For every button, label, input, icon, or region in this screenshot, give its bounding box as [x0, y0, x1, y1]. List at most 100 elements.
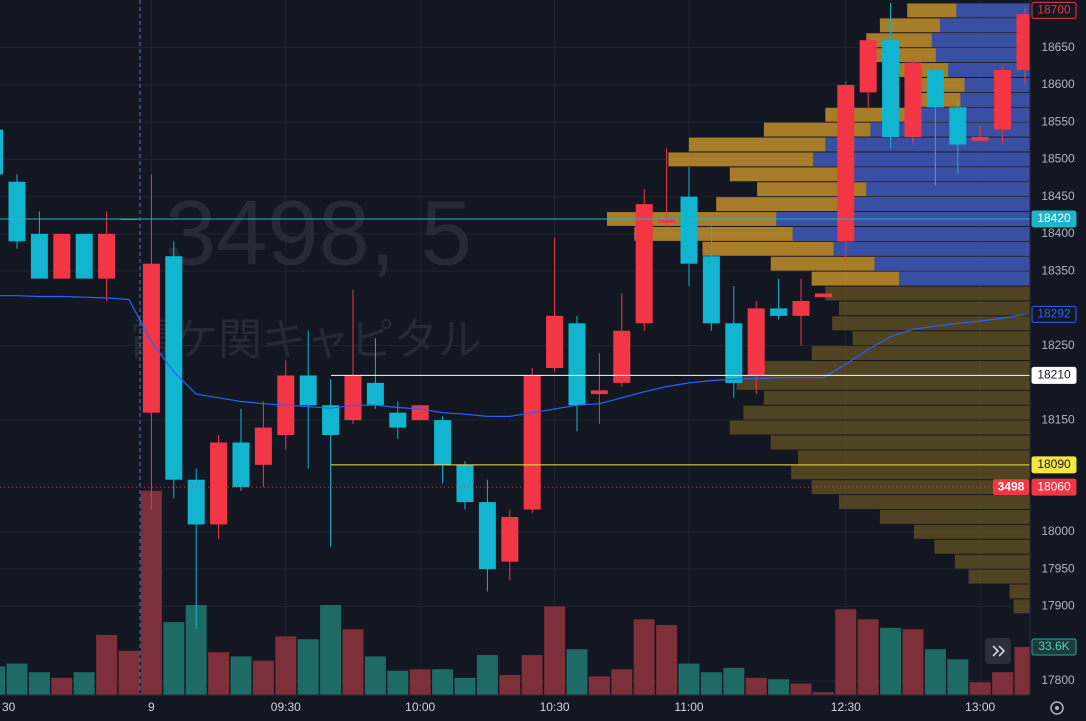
profile-bar [968, 569, 1030, 584]
candle-body [389, 412, 407, 428]
price-badge [1031, 305, 1077, 323]
candle-body [366, 382, 384, 406]
scroll-icon[interactable] [992, 645, 1006, 657]
settings-button[interactable] [1050, 701, 1064, 715]
volume-bar [611, 669, 633, 695]
volume-bar [409, 669, 431, 695]
volume-bar [992, 672, 1014, 695]
volume-bar [521, 655, 543, 695]
candle-body [523, 375, 541, 510]
candle-body [142, 263, 160, 413]
x-tick-label: 30 [2, 700, 16, 714]
price-badge [1031, 478, 1077, 496]
candle-body [546, 315, 564, 368]
volume-bar [835, 609, 857, 695]
profile-overlay [866, 182, 1030, 197]
candle-body [8, 181, 26, 242]
candle-body [702, 256, 720, 324]
settings-icon-dot[interactable] [1055, 706, 1059, 710]
profile-overlay [833, 241, 1030, 256]
volume-bar [656, 625, 678, 695]
candle-body [994, 70, 1012, 130]
price-badge-label: 18210 [1037, 368, 1071, 382]
volume-bar [499, 675, 521, 695]
profile-bar [770, 435, 1030, 450]
volume-bar [163, 622, 185, 695]
line-layer [0, 218, 1030, 488]
profile-overlay [813, 152, 1030, 167]
volume-bar [51, 677, 73, 695]
candle-body [187, 479, 205, 525]
volume-bar [387, 670, 409, 695]
profile-bar [791, 465, 1030, 480]
volume-bar [633, 619, 655, 695]
y-tick-label: 17900 [1041, 599, 1075, 613]
volume-bar [566, 649, 588, 695]
candle-body [904, 62, 922, 138]
candle-body [949, 107, 967, 145]
candle-body [568, 323, 586, 406]
time-axis [0, 695, 1086, 721]
scroll-button[interactable] [985, 638, 1011, 664]
symbol-badge-label: 3498 [998, 479, 1025, 493]
profile-overlay [849, 167, 1030, 182]
volume-bar [185, 605, 207, 695]
volume-bar [745, 677, 767, 695]
settings-icon[interactable] [1050, 701, 1064, 715]
profile-overlay [935, 48, 1030, 63]
price-badge [1031, 210, 1077, 228]
volume-bar [723, 667, 745, 695]
profile-bar [729, 420, 1030, 435]
candle-layer [0, 2, 1034, 629]
price-badge-label: 18292 [1037, 307, 1071, 321]
y-tick-label: 18450 [1041, 189, 1075, 203]
y-tick-label: 17800 [1041, 673, 1075, 687]
symbol-badge [993, 479, 1029, 496]
volume-bar [678, 663, 700, 695]
volume-bar [476, 655, 498, 695]
profile-overlay [939, 18, 1030, 33]
candle-body [770, 308, 788, 316]
volume-bar [947, 659, 969, 695]
price-axis [1030, 0, 1086, 695]
profile-bar [838, 495, 1030, 510]
profile-bar [811, 346, 1030, 361]
y-tick-label: 18350 [1041, 263, 1075, 277]
price-badge [1031, 366, 1077, 384]
profile-bar [879, 510, 1030, 524]
candle-body [926, 70, 944, 108]
price-badge [1031, 456, 1077, 474]
candle-body [501, 516, 519, 562]
watermark-name: 霞ケ関キャピタル [130, 316, 482, 365]
candle-body [635, 204, 653, 324]
candle-body [725, 323, 743, 383]
volume-badge [1031, 638, 1077, 656]
candle-body [792, 300, 810, 316]
axis-layer: 18650 18600 18550 18500 18450 18400 18350 18250… [2, 1, 1077, 714]
profile-bar [763, 390, 1030, 405]
profile-overlay [841, 197, 1030, 212]
profile-overlay [874, 256, 1030, 271]
profile-overlay [899, 271, 1030, 286]
profile-bar [934, 539, 1030, 554]
profile-bar [757, 361, 1030, 375]
candle-body [478, 502, 496, 570]
candle-body [165, 256, 183, 480]
candle-body [613, 330, 631, 383]
volume-bar [857, 619, 879, 695]
price-badge-label: 18420 [1037, 211, 1071, 225]
volume-bar [544, 606, 566, 695]
volume-bar [140, 490, 162, 695]
profile-bar [954, 554, 1030, 569]
volume-bar [880, 627, 902, 695]
candle-body [814, 293, 832, 298]
candle-body [837, 84, 855, 242]
volume-bar [969, 682, 991, 695]
volume-bar [812, 692, 834, 695]
candle-body [322, 405, 340, 436]
y-tick-label: 18000 [1041, 524, 1075, 538]
x-tick-label: 12:30 [831, 700, 861, 714]
candle-body [456, 464, 474, 503]
